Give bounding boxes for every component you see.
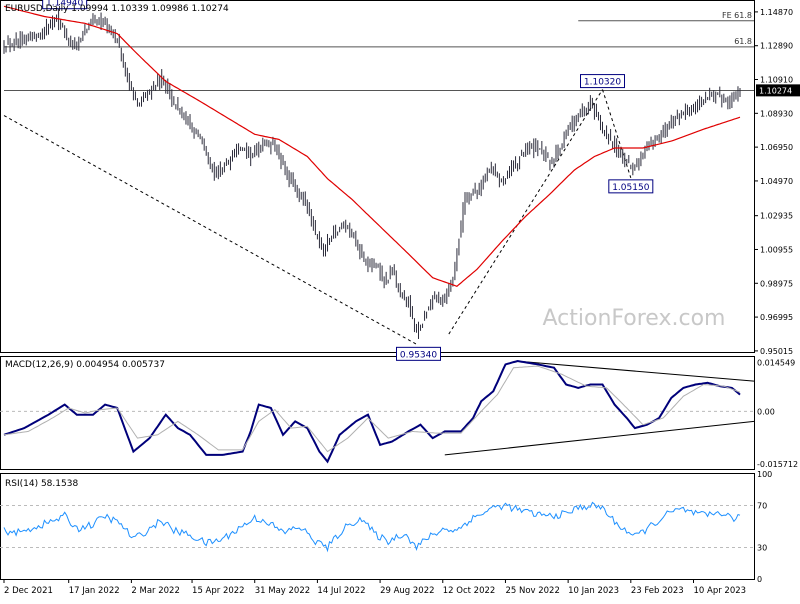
price-y-tick-label: 1.06950 <box>760 143 793 152</box>
price-y-tick-label: 0.98975 <box>760 279 793 288</box>
macd-trendline <box>444 420 755 456</box>
rsi-layer <box>0 501 754 553</box>
x-tick-label: 31 May 2022 <box>255 586 310 596</box>
x-tick-label: 12 Oct 2022 <box>443 586 496 596</box>
x-tick-label: 10 Jan 2023 <box>568 586 619 596</box>
price-y-tick-label: 1.00955 <box>760 245 793 254</box>
macd-trendline <box>515 360 755 382</box>
x-tick-label: 15 Apr 2022 <box>192 586 245 596</box>
rsi-panel-frame <box>0 473 755 580</box>
price-label: 1.14940 <box>46 0 83 9</box>
current-price-box <box>756 84 800 97</box>
price-label: 1.05150 <box>612 183 649 193</box>
price-y-tick-label: 1.02935 <box>760 212 793 221</box>
current-price-label: 1.10274 <box>759 86 792 95</box>
level-label: FE 61.8 <box>722 11 752 20</box>
price-y-tick-label: 1.14870 <box>760 8 793 17</box>
price-panel-frame <box>0 0 755 353</box>
x-tick-label: 29 Aug 2022 <box>380 586 434 596</box>
x-tick-label: 2 Dec 2021 <box>4 586 53 596</box>
macd-signal-line <box>3 365 741 453</box>
price-label: 1.10320 <box>584 78 621 88</box>
level-label: 61.8 <box>734 37 752 46</box>
price-label-box <box>396 346 442 361</box>
price-label-box <box>42 0 88 10</box>
watermark: ActionForex.com <box>543 306 726 331</box>
macd-layer <box>0 359 755 464</box>
rsi-y-tick-label: 0 <box>757 575 762 584</box>
macd-panel-title: MACD(12,26,9) 0.004954 0.005737 <box>5 360 165 370</box>
price-y-tick-label: 1.04970 <box>760 177 793 186</box>
x-tick-label: 10 Apr 2023 <box>693 586 746 596</box>
macd-panel-frame <box>0 356 755 470</box>
projection-line <box>3 115 419 346</box>
x-tick-label: 2 Mar 2022 <box>131 586 179 596</box>
x-tick-label: 14 Jul 2022 <box>317 586 365 596</box>
rsi-panel-title: RSI(14) 58.1538 <box>5 479 78 489</box>
axis-layer: 1.14870 1.12890 1.10910 1.08930 1.06950 1.049… <box>3 8 800 596</box>
price-y-tick-label: 1.10910 <box>760 76 793 85</box>
rsi-y-tick-label: 70 <box>757 502 767 511</box>
projection-line <box>448 89 603 335</box>
macd-line <box>3 359 741 464</box>
rsi-line <box>3 501 741 553</box>
macd-y-tick-label: 0.014549 <box>757 359 795 368</box>
x-tick-label: 25 Nov 2022 <box>505 586 559 596</box>
price-label: 0.95340 <box>400 350 437 360</box>
price-label-box <box>608 179 654 194</box>
x-tick-label: 17 Jan 2022 <box>69 586 120 596</box>
price-y-tick-label: 1.08930 <box>760 109 793 118</box>
x-tick-label: 23 Feb 2023 <box>631 586 684 596</box>
price-layer: FE 61.8 61.8 1.14940 1.10320 1.05150 0.95340 <box>3 0 754 361</box>
price-y-tick-label: 0.96995 <box>760 313 793 322</box>
rsi-y-tick-label: 30 <box>757 544 767 553</box>
macd-y-tick-label: 0.00 <box>757 407 775 416</box>
price-panel-title: EURUSD,Daily 1.09994 1.10339 1.09986 1.1… <box>5 4 229 14</box>
price-label-box <box>580 74 626 89</box>
moving-average-line <box>3 5 741 287</box>
rsi-y-tick-label: 100 <box>757 470 772 479</box>
macd-y-tick-label: -0.015712 <box>757 460 798 469</box>
price-y-tick-label: 1.12890 <box>760 42 793 51</box>
price-y-tick-label: 0.95015 <box>760 347 793 356</box>
